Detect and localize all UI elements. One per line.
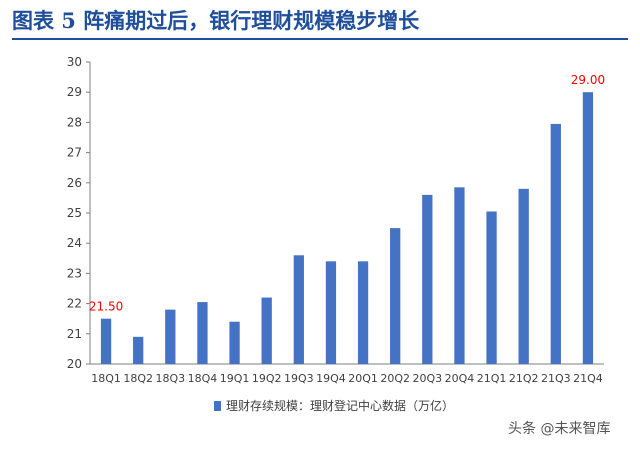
bar	[518, 188, 529, 364]
y-tick-label: 29	[67, 85, 82, 99]
y-tick-label: 30	[67, 55, 82, 69]
y-tick-label: 22	[67, 297, 82, 311]
legend-label: 理财存续规模：理财登记中心数据（万亿）	[226, 398, 454, 413]
legend-swatch	[214, 401, 221, 411]
bar	[454, 187, 465, 364]
bar	[390, 228, 401, 364]
bar	[582, 92, 594, 364]
bar	[100, 318, 112, 364]
bar	[325, 261, 337, 364]
x-tick-label: 18Q4	[188, 372, 218, 385]
x-tick-label: 20Q4	[445, 372, 475, 385]
y-tick-label: 26	[67, 176, 82, 190]
y-tick-label: 24	[67, 236, 82, 250]
bar	[165, 309, 176, 364]
x-tick-label: 21Q2	[509, 372, 539, 385]
y-tick-label: 21	[67, 327, 82, 341]
x-tick-label: 21Q3	[541, 372, 571, 385]
x-tick-label: 20Q3	[412, 372, 442, 385]
x-tick-label: 18Q3	[155, 372, 185, 385]
bar	[197, 302, 208, 364]
x-tick-label: 21Q4	[573, 372, 603, 385]
data-label: 29.00	[571, 73, 605, 87]
y-tick-label: 25	[67, 206, 82, 220]
x-tick-label: 20Q2	[380, 372, 410, 385]
x-tick-label: 19Q1	[220, 372, 250, 385]
data-label: 21.50	[89, 300, 123, 314]
chart-area: 20 21 22 23 24 25 26 27 28 29 30 18Q1 18Q2 18Q3 18Q4 19…	[44, 48, 628, 438]
y-tick-label: 23	[67, 266, 82, 280]
bar	[357, 261, 369, 364]
bar	[422, 194, 433, 364]
bar	[229, 321, 240, 364]
bar	[133, 336, 144, 364]
chart-title: 图表 5 阵痛期过后，银行理财规模稳步增长	[12, 8, 420, 33]
bar	[261, 297, 272, 364]
bar	[550, 123, 561, 364]
x-tick-label: 19Q3	[284, 372, 314, 385]
x-tick-label: 20Q1	[348, 372, 378, 385]
watermark-text: 头条 @未来智库	[508, 421, 611, 437]
bar	[486, 211, 497, 364]
title-divider	[12, 38, 628, 40]
y-tick-label: 27	[67, 146, 82, 160]
x-tick-label: 18Q1	[91, 372, 121, 385]
y-tick-label: 20	[67, 357, 82, 371]
y-tick-label: 28	[67, 115, 82, 129]
bar	[293, 255, 304, 364]
x-tick-label: 21Q1	[477, 372, 507, 385]
x-tick-label: 19Q2	[252, 372, 282, 385]
x-tick-label: 18Q2	[123, 372, 153, 385]
x-tick-label: 19Q4	[316, 372, 346, 385]
